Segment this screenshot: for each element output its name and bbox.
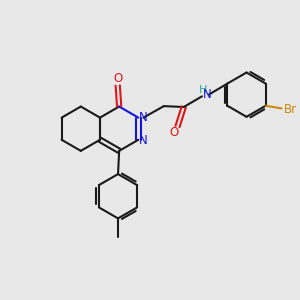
Text: Br: Br — [284, 103, 297, 116]
Text: H: H — [199, 85, 208, 95]
Text: N: N — [139, 134, 148, 147]
Text: N: N — [139, 111, 148, 124]
Text: N: N — [203, 88, 212, 101]
Text: O: O — [169, 126, 179, 139]
Text: O: O — [113, 73, 122, 85]
